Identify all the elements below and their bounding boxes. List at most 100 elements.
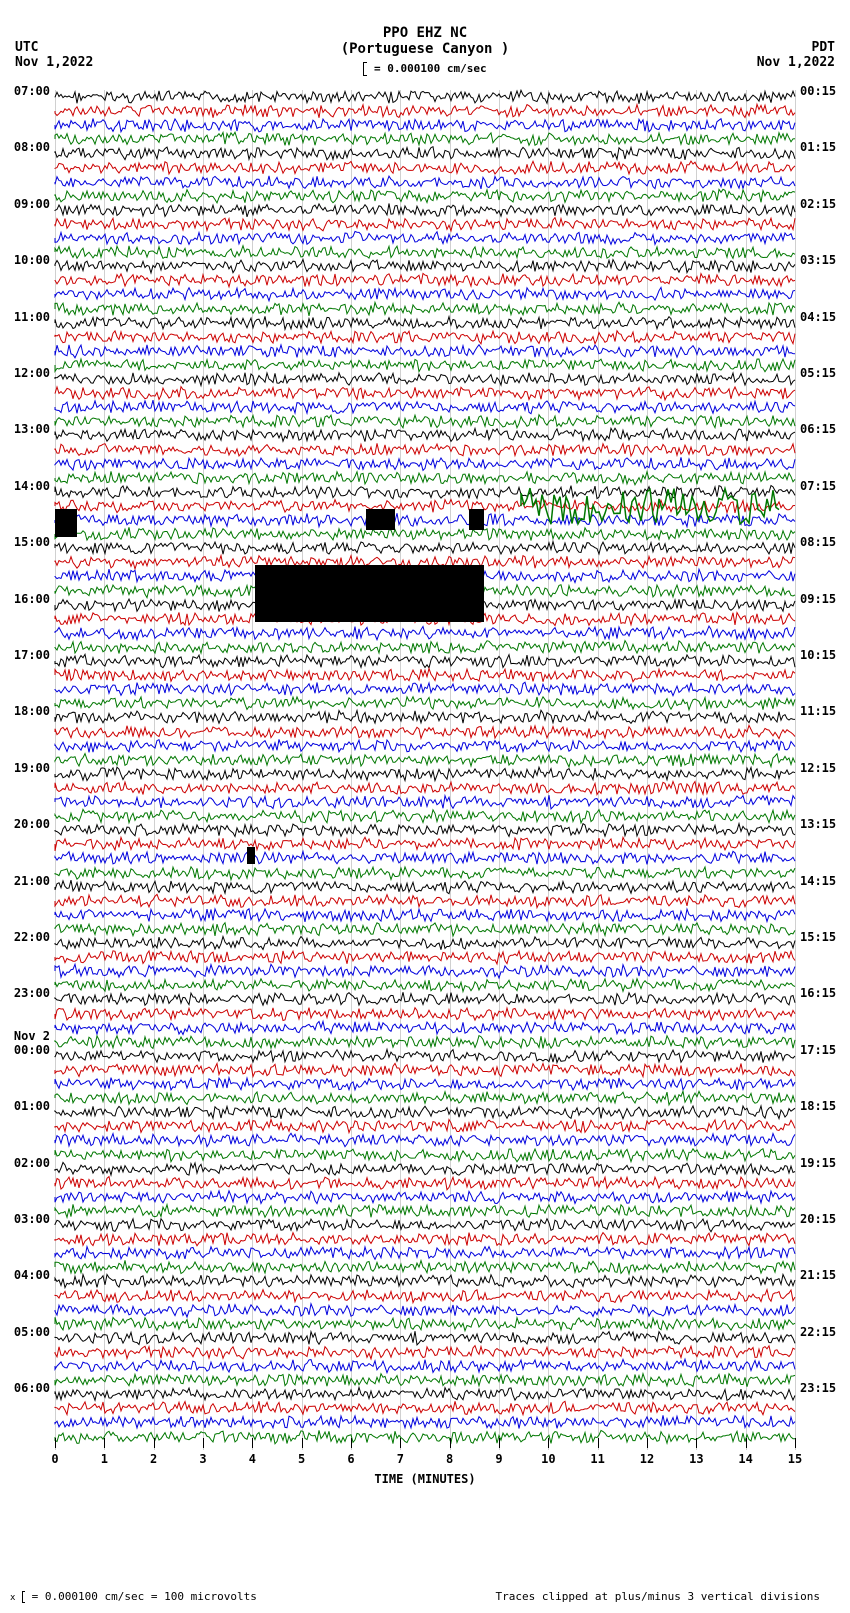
pdt-time-label: 22:15 bbox=[800, 1325, 836, 1339]
x-tick-label: 11 bbox=[590, 1452, 604, 1466]
pdt-time-label: 16:15 bbox=[800, 986, 836, 1000]
pdt-time-label: 14:15 bbox=[800, 874, 836, 888]
trace-row bbox=[55, 161, 795, 175]
trace-row bbox=[55, 1260, 795, 1274]
pdt-time-label: 09:15 bbox=[800, 592, 836, 606]
trace-row bbox=[55, 725, 795, 739]
station-name: (Portuguese Canyon ) bbox=[0, 41, 850, 57]
utc-time-label: 14:00 bbox=[5, 479, 50, 493]
trace-row bbox=[55, 1373, 795, 1387]
trace-row bbox=[55, 936, 795, 950]
pdt-time-label: 15:15 bbox=[800, 930, 836, 944]
x-tick-label: 9 bbox=[495, 1452, 502, 1466]
trace-row bbox=[55, 443, 795, 457]
x-tick-label: 2 bbox=[150, 1452, 157, 1466]
trace-row bbox=[55, 1387, 795, 1401]
trace-row bbox=[55, 372, 795, 386]
tz-left: UTC Nov 1,2022 bbox=[15, 40, 93, 70]
utc-time-label: 20:00 bbox=[5, 817, 50, 831]
trace-row bbox=[55, 259, 795, 273]
x-tick-label: 1 bbox=[101, 1452, 108, 1466]
scale-indicator: = 0.000100 cm/sec bbox=[0, 62, 850, 76]
trace-row bbox=[55, 739, 795, 753]
trace-row bbox=[55, 414, 795, 428]
x-tick-label: 4 bbox=[249, 1452, 256, 1466]
utc-time-label: 03:00 bbox=[5, 1212, 50, 1226]
trace-row bbox=[55, 1274, 795, 1288]
trace-row bbox=[55, 626, 795, 640]
pdt-time-label: 19:15 bbox=[800, 1156, 836, 1170]
trace-row bbox=[55, 1359, 795, 1373]
pdt-time-label: 10:15 bbox=[800, 648, 836, 662]
trace-row bbox=[55, 189, 795, 203]
utc-time-label: 07:00 bbox=[5, 84, 50, 98]
x-tick-label: 5 bbox=[298, 1452, 305, 1466]
pdt-time-label: 05:15 bbox=[800, 366, 836, 380]
trace-row bbox=[55, 781, 795, 795]
trace-row bbox=[55, 1289, 795, 1303]
trace-row bbox=[55, 400, 795, 414]
pdt-time-label: 21:15 bbox=[800, 1268, 836, 1282]
trace-row bbox=[55, 809, 795, 823]
trace-row bbox=[55, 1133, 795, 1147]
trace-row bbox=[55, 1148, 795, 1162]
trace-row bbox=[55, 1035, 795, 1049]
pdt-time-label: 13:15 bbox=[800, 817, 836, 831]
day-label: Nov 2 bbox=[5, 1029, 50, 1043]
utc-time-label: 05:00 bbox=[5, 1325, 50, 1339]
trace-row bbox=[55, 1345, 795, 1359]
pdt-time-label: 17:15 bbox=[800, 1043, 836, 1057]
trace-row bbox=[55, 287, 795, 301]
trace-row bbox=[55, 1119, 795, 1133]
pdt-time-label: 18:15 bbox=[800, 1099, 836, 1113]
trace-row bbox=[55, 696, 795, 710]
trace-row bbox=[55, 386, 795, 400]
trace-row bbox=[55, 654, 795, 668]
utc-time-label: 08:00 bbox=[5, 140, 50, 154]
pdt-time-label: 00:15 bbox=[800, 84, 836, 98]
trace-row bbox=[55, 527, 795, 541]
x-tick-label: 7 bbox=[397, 1452, 404, 1466]
x-tick-label: 10 bbox=[541, 1452, 555, 1466]
trace-row bbox=[55, 231, 795, 245]
trace-row bbox=[55, 950, 795, 964]
trace-row bbox=[55, 471, 795, 485]
trace-row bbox=[55, 203, 795, 217]
pdt-time-label: 01:15 bbox=[800, 140, 836, 154]
trace-row bbox=[55, 104, 795, 118]
trace-row bbox=[55, 851, 795, 865]
utc-time-label: 15:00 bbox=[5, 535, 50, 549]
trace-row bbox=[55, 118, 795, 132]
trace-row bbox=[55, 1176, 795, 1190]
pdt-time-label: 23:15 bbox=[800, 1381, 836, 1395]
trace-row bbox=[55, 1049, 795, 1063]
utc-time-label: 01:00 bbox=[5, 1099, 50, 1113]
trace-row bbox=[55, 1218, 795, 1232]
utc-time-label: 17:00 bbox=[5, 648, 50, 662]
utc-time-label: 19:00 bbox=[5, 761, 50, 775]
utc-time-label: 11:00 bbox=[5, 310, 50, 324]
seismic-event-block bbox=[255, 565, 484, 621]
utc-time-label: 12:00 bbox=[5, 366, 50, 380]
trace-row bbox=[55, 90, 795, 104]
trace-row bbox=[55, 682, 795, 696]
trace-row bbox=[55, 175, 795, 189]
trace-row bbox=[55, 1415, 795, 1429]
seismic-event-block bbox=[55, 509, 77, 537]
trace-row bbox=[55, 330, 795, 344]
trace-row bbox=[55, 1246, 795, 1260]
utc-time-label: 00:00 bbox=[5, 1043, 50, 1057]
x-tick-label: 8 bbox=[446, 1452, 453, 1466]
trace-row bbox=[55, 1190, 795, 1204]
seismic-event-green bbox=[521, 485, 780, 527]
trace-row bbox=[55, 541, 795, 555]
trace-row bbox=[55, 795, 795, 809]
trace-row bbox=[55, 922, 795, 936]
trace-row bbox=[55, 1204, 795, 1218]
trace-row bbox=[55, 1401, 795, 1415]
utc-time-label: 22:00 bbox=[5, 930, 50, 944]
trace-row bbox=[55, 1232, 795, 1246]
x-tick-label: 0 bbox=[51, 1452, 58, 1466]
utc-time-label: 18:00 bbox=[5, 704, 50, 718]
trace-row bbox=[55, 344, 795, 358]
